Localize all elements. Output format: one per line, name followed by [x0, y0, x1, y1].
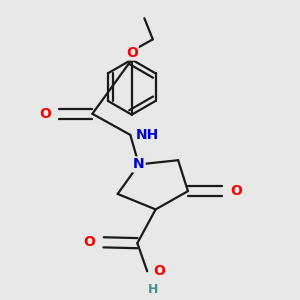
Text: N: N — [133, 158, 145, 171]
Text: O: O — [126, 46, 138, 59]
Text: H: H — [148, 283, 158, 296]
Text: O: O — [153, 264, 165, 278]
Text: NH: NH — [136, 128, 159, 142]
Text: O: O — [39, 107, 51, 121]
Text: O: O — [230, 184, 242, 198]
Text: O: O — [84, 235, 95, 249]
